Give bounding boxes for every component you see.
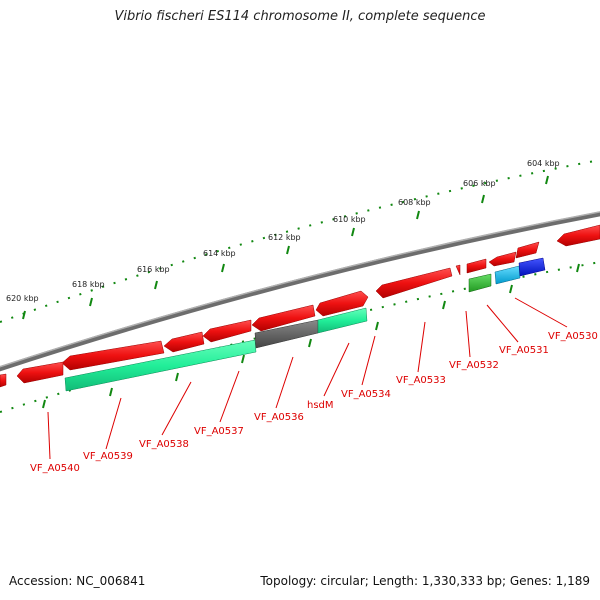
scale-label-620: 620 kbp: [6, 294, 39, 303]
gene-bar[interactable]: [317, 307, 368, 334]
gene-label-VF_A0539[interactable]: VF_A0539: [83, 451, 133, 462]
major-tick-604: [545, 175, 549, 185]
chromosome-backbone-highlight: [0, 211, 600, 368]
scale-label-612: 612 kbp: [268, 233, 301, 242]
leader-VF_A0532: [465, 310, 471, 358]
inner-major-tick-6: [241, 354, 245, 364]
gene-bar-VF_A0530[interactable]: [518, 257, 546, 277]
cds-arrow[interactable]: [488, 251, 517, 267]
cds-arrow[interactable]: [455, 264, 461, 276]
topology-summary-text: Topology: circular; Length: 1,330,333 bp…: [260, 574, 590, 588]
leader-VF_A0533: [417, 321, 426, 373]
cds-arrow[interactable]: [375, 267, 453, 299]
cds-arrow[interactable]: [556, 224, 600, 247]
leader-VF_A0534: [361, 335, 376, 386]
major-tick-610: [351, 227, 355, 237]
inner-major-tick-8: [109, 387, 113, 397]
leader-VF_A0539: [105, 397, 122, 450]
leader-VF_A0536: [275, 356, 294, 409]
major-tick-616: [154, 280, 158, 290]
cds-arrow[interactable]: [0, 373, 7, 388]
cds-arrow[interactable]: [315, 290, 369, 317]
gene-label-VF_A0536[interactable]: VF_A0536: [254, 412, 304, 423]
major-tick-608: [416, 210, 420, 220]
gene-label-VF_A0530[interactable]: VF_A0530: [548, 331, 598, 342]
leader-VF_A0540: [47, 411, 51, 460]
cds-arrow[interactable]: [251, 304, 316, 332]
inner-major-tick-5: [308, 338, 312, 348]
accession-text: Accession: NC_006841: [9, 574, 146, 588]
gene-bar-VF_A0532[interactable]: [468, 273, 492, 293]
inner-major-tick-3: [442, 300, 446, 310]
cds-arrow[interactable]: [16, 361, 64, 384]
scale-label-614: 614 kbp: [203, 249, 236, 258]
cds-arrow[interactable]: [61, 340, 165, 371]
scale-label-604: 604 kbp: [527, 159, 560, 168]
major-tick-612: [286, 245, 290, 255]
gene-label-VF_A0538[interactable]: VF_A0538: [139, 439, 189, 450]
major-tick-620: [22, 310, 26, 320]
major-tick-606: [481, 194, 485, 204]
inner-major-tick-7: [175, 372, 179, 382]
gene-label-VF_A0532[interactable]: VF_A0532: [449, 360, 499, 371]
cds-track-forward: [0, 224, 600, 388]
inner-major-tick-4: [375, 321, 379, 331]
gene-label-VF_A0537[interactable]: VF_A0537: [194, 426, 244, 437]
scale-label-606: 606 kbp: [463, 179, 496, 188]
map-title: Vibrio fischeri ES114 chromosome II, com…: [114, 9, 486, 24]
cds-arrow[interactable]: [202, 319, 252, 343]
scale-label-616: 616 kbp: [137, 265, 170, 274]
major-tick-614: [221, 263, 225, 273]
leader-hsdM: [323, 342, 350, 397]
leader-VF_A0531: [486, 304, 519, 343]
gene-label-VF_A0540[interactable]: VF_A0540: [30, 463, 80, 474]
gene-bar[interactable]: [64, 339, 257, 392]
inner-major-tick-1: [576, 263, 580, 273]
gene-label-VF_A0534[interactable]: VF_A0534: [341, 389, 391, 400]
gene-track-reverse: [64, 257, 546, 392]
major-tick-618: [89, 297, 93, 307]
inner-major-tick-9: [42, 399, 46, 409]
outer-scale-major-ticks: [22, 175, 549, 320]
scale-label-618: 618 kbp: [72, 280, 105, 289]
outer-scale-labels: 604 kbp 606 kbp 608 kbp 610 kbp 612 kbp …: [6, 159, 560, 303]
cds-arrow[interactable]: [466, 258, 487, 274]
chromosome-backbone: [0, 211, 600, 372]
cds-arrow[interactable]: [163, 331, 205, 353]
gene-label-hsdM[interactable]: hsdM: [307, 400, 334, 411]
leader-VF_A0538: [161, 381, 192, 436]
gene-bar-VF_A0531[interactable]: [494, 265, 521, 285]
inner-major-tick-2: [509, 284, 513, 294]
scale-label-610: 610 kbp: [333, 215, 366, 224]
callout-leader-lines: [47, 297, 568, 460]
leader-VF_A0537: [219, 370, 240, 423]
gene-labels: VF_A0530 VF_A0531 VF_A0532 VF_A0533 VF_A…: [30, 331, 598, 474]
cds-arrow[interactable]: [515, 241, 540, 259]
inner-scale-major-ticks: [42, 263, 580, 409]
leader-VF_A0530: [514, 297, 568, 328]
gene-label-VF_A0533[interactable]: VF_A0533: [396, 375, 446, 386]
scale-label-608: 608 kbp: [398, 198, 431, 207]
gene-label-VF_A0531[interactable]: VF_A0531: [499, 345, 549, 356]
